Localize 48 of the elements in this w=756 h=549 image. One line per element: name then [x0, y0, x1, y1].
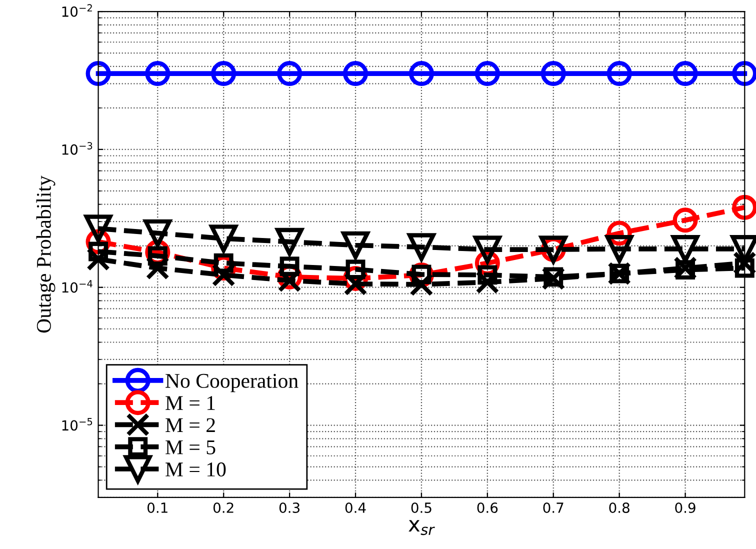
point — [540, 61, 566, 86]
legend-label: M = 1 — [166, 396, 215, 410]
point — [732, 251, 756, 275]
x-axis-title: x$_{sr}$ — [408, 520, 435, 536]
y-tick-label: 10$^{−5}$ — [62, 418, 92, 431]
x-tick-label: 0.1 — [148, 502, 168, 514]
x-tick-label: 0.4 — [345, 502, 366, 514]
point — [476, 270, 500, 294]
point — [732, 61, 756, 86]
point — [672, 208, 698, 233]
point — [542, 266, 566, 290]
legend-label: M = 2 — [166, 418, 215, 432]
legend-label: M = 5 — [166, 440, 216, 454]
x-tick-label: 0.3 — [279, 502, 300, 514]
x-tick-label: 0.6 — [477, 502, 498, 514]
x-tick-label: 0.7 — [543, 502, 564, 514]
y-tick-label: 10$^{−3}$ — [62, 142, 92, 155]
point — [676, 260, 696, 280]
point — [410, 272, 434, 296]
point — [146, 256, 170, 280]
point — [544, 267, 564, 287]
point — [86, 61, 111, 86]
legend-label: No Cooperation — [166, 374, 298, 392]
y-axis-title: Outage Probability — [36, 176, 56, 333]
point — [672, 61, 698, 86]
point — [344, 272, 368, 296]
x-tick-label: 0.8 — [609, 502, 630, 514]
point — [211, 61, 236, 86]
point — [277, 61, 302, 86]
point — [478, 265, 498, 285]
x-tick-label: 0.9 — [675, 502, 696, 514]
x-tick-label: 0.5 — [411, 502, 432, 514]
point — [474, 61, 500, 86]
legend-label: M = 10 — [166, 462, 226, 476]
y-tick-label: 10$^{−4}$ — [62, 280, 92, 293]
point — [606, 61, 632, 86]
point — [278, 268, 302, 292]
x-tick-label: 0.2 — [213, 502, 234, 514]
point — [673, 256, 698, 280]
point — [212, 263, 236, 287]
point — [145, 61, 170, 86]
point — [732, 194, 756, 220]
point — [280, 256, 300, 276]
point — [86, 247, 110, 272]
y-tick-label: 10$^{−2}$ — [62, 4, 92, 17]
point — [343, 61, 368, 86]
point — [408, 61, 434, 86]
point — [734, 258, 754, 278]
